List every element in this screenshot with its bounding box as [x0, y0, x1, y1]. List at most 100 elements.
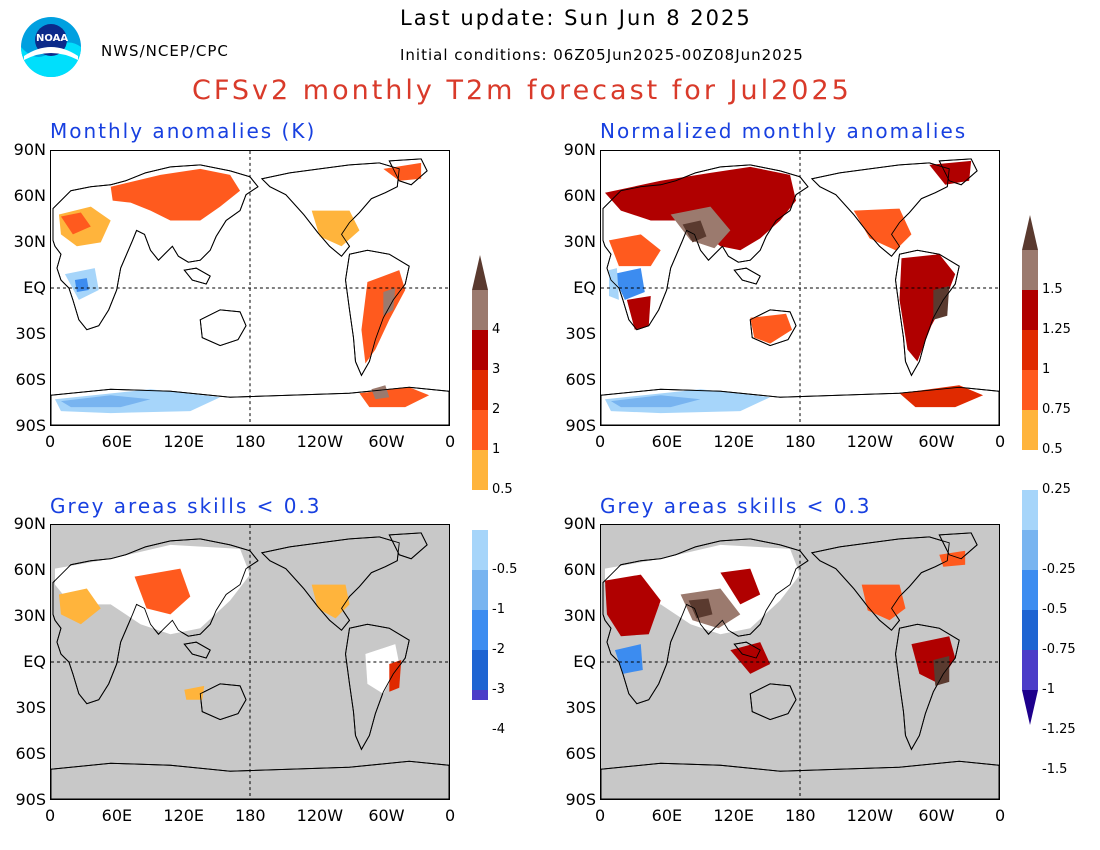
colorbar-top-arrow	[1022, 215, 1038, 250]
colorbar-swatch	[1022, 330, 1038, 370]
anomaly-region	[58, 588, 101, 625]
coastline	[811, 536, 950, 631]
colorbar-label: 0.75	[1042, 402, 1071, 417]
coastline	[811, 162, 950, 257]
anomaly-region	[604, 574, 661, 637]
anomaly-region	[365, 644, 400, 694]
colorbar-swatch	[472, 410, 488, 450]
lon-tick-label: 60E	[101, 806, 133, 825]
anomaly-region	[383, 288, 396, 316]
anomaly-region	[311, 210, 360, 247]
colorbar-label: -1	[1042, 682, 1055, 697]
lat-tick-label: 30S	[565, 698, 596, 717]
anomaly-region	[604, 544, 800, 635]
coastline	[345, 249, 410, 377]
colorbar-label: 4	[492, 322, 501, 337]
colorbar-label: -0.5	[492, 562, 518, 577]
anomaly-region	[933, 656, 950, 686]
coastline	[602, 164, 809, 331]
lon-tick-label: 120W	[846, 432, 894, 451]
colorbar-label: 1.25	[1042, 322, 1071, 337]
coastline	[51, 760, 449, 799]
coastline	[261, 536, 400, 631]
lat-tick-label: 30N	[563, 232, 596, 251]
anomaly-region	[60, 212, 91, 235]
lon-tick-label: 120E	[713, 806, 754, 825]
colorbar-swatch	[472, 530, 488, 570]
anomaly-region	[853, 208, 912, 251]
anomaly-region	[134, 568, 191, 615]
colorbar-swatch	[1022, 450, 1038, 490]
colorbar-swatch	[472, 570, 488, 610]
lon-tick-label: 0	[995, 432, 1006, 451]
coastline	[938, 532, 978, 560]
colorbar-label: 1.5	[1042, 282, 1063, 297]
lon-tick-label: 60W	[368, 432, 405, 451]
colorbar-label: -2	[492, 642, 505, 657]
colorbar-swatch	[472, 690, 488, 700]
anomaly-region	[389, 660, 402, 692]
colorbar-swatch	[472, 490, 488, 530]
lon-tick-label: 0	[995, 806, 1006, 825]
lat-tick-label: 30S	[15, 698, 46, 717]
anomaly-region	[371, 385, 390, 400]
lon-tick-label: 60W	[918, 432, 955, 451]
colorbar-top-arrow	[472, 255, 488, 290]
panel-title-skill-normalized: Grey areas skills < 0.3	[600, 494, 872, 518]
lat-tick-label: EQ	[573, 652, 596, 671]
colorbar-swatch	[1022, 610, 1038, 650]
lat-tick-label: 90N	[563, 140, 596, 159]
lat-tick-label: 90N	[13, 140, 46, 159]
colorbar-label: 1	[492, 442, 501, 457]
lat-tick-label: 90S	[565, 416, 596, 435]
anomaly-region	[184, 685, 205, 700]
lat-tick-label: 90S	[15, 416, 46, 435]
colorbar-label: -4	[492, 722, 505, 737]
logo-text: NOAA	[36, 33, 69, 44]
anomaly-region	[608, 268, 619, 300]
colorbar-swatch	[1022, 370, 1038, 410]
lat-tick-label: EQ	[23, 652, 46, 671]
lon-tick-label: 60W	[368, 806, 405, 825]
lon-tick-label: 180	[785, 806, 816, 825]
colorbar-label: 2	[492, 402, 501, 417]
lat-tick-label: 30N	[13, 232, 46, 251]
colorbar-label: 3	[492, 362, 501, 377]
colorbar-normalized: 1.5 1.25 1 0.75 0.5 0.25 -0.25 -0.5 -0.75 -1 -1.25…	[1020, 215, 1095, 777]
anomaly-region	[899, 254, 956, 362]
lon-tick-label: 60E	[651, 432, 683, 451]
coastline	[261, 162, 400, 257]
coastline	[749, 683, 797, 721]
panel-title-anomalies: Monthly anomalies (K)	[50, 119, 317, 143]
colorbar-swatch	[1022, 410, 1038, 450]
lat-tick-label: 30S	[565, 324, 596, 343]
lon-tick-label: 0	[445, 806, 456, 825]
anomaly-region	[610, 395, 701, 408]
colorbar-label: -3	[492, 682, 505, 697]
anomaly-region	[688, 598, 713, 619]
colorbar-swatch	[472, 370, 488, 410]
colorbar-label: -0.25	[1042, 562, 1076, 577]
lat-tick-label: 60N	[563, 560, 596, 579]
lon-tick-label: 0	[595, 432, 606, 451]
colorbar-swatch	[1022, 250, 1038, 290]
coastline	[51, 386, 449, 425]
colorbar-swatch	[1022, 570, 1038, 610]
anomaly-region	[861, 584, 906, 621]
colorbar-swatch	[1022, 650, 1038, 690]
coastline	[749, 309, 797, 347]
anomaly-region	[682, 220, 707, 243]
lon-tick-label: 120E	[163, 806, 204, 825]
panel-title-skill-anomalies: Grey areas skills < 0.3	[50, 494, 322, 518]
anomaly-region	[929, 160, 972, 185]
colorbar-swatch	[1022, 530, 1038, 570]
map-normalized	[600, 150, 1000, 426]
noaa-logo[interactable]: NOAA	[20, 16, 82, 78]
lon-tick-label: 60E	[101, 432, 133, 451]
anomaly-region	[60, 395, 151, 408]
lon-tick-label: 120W	[846, 806, 894, 825]
lat-tick-label: EQ	[23, 278, 46, 297]
coastline	[52, 164, 259, 331]
coastline	[895, 249, 960, 377]
coastline	[601, 760, 999, 799]
